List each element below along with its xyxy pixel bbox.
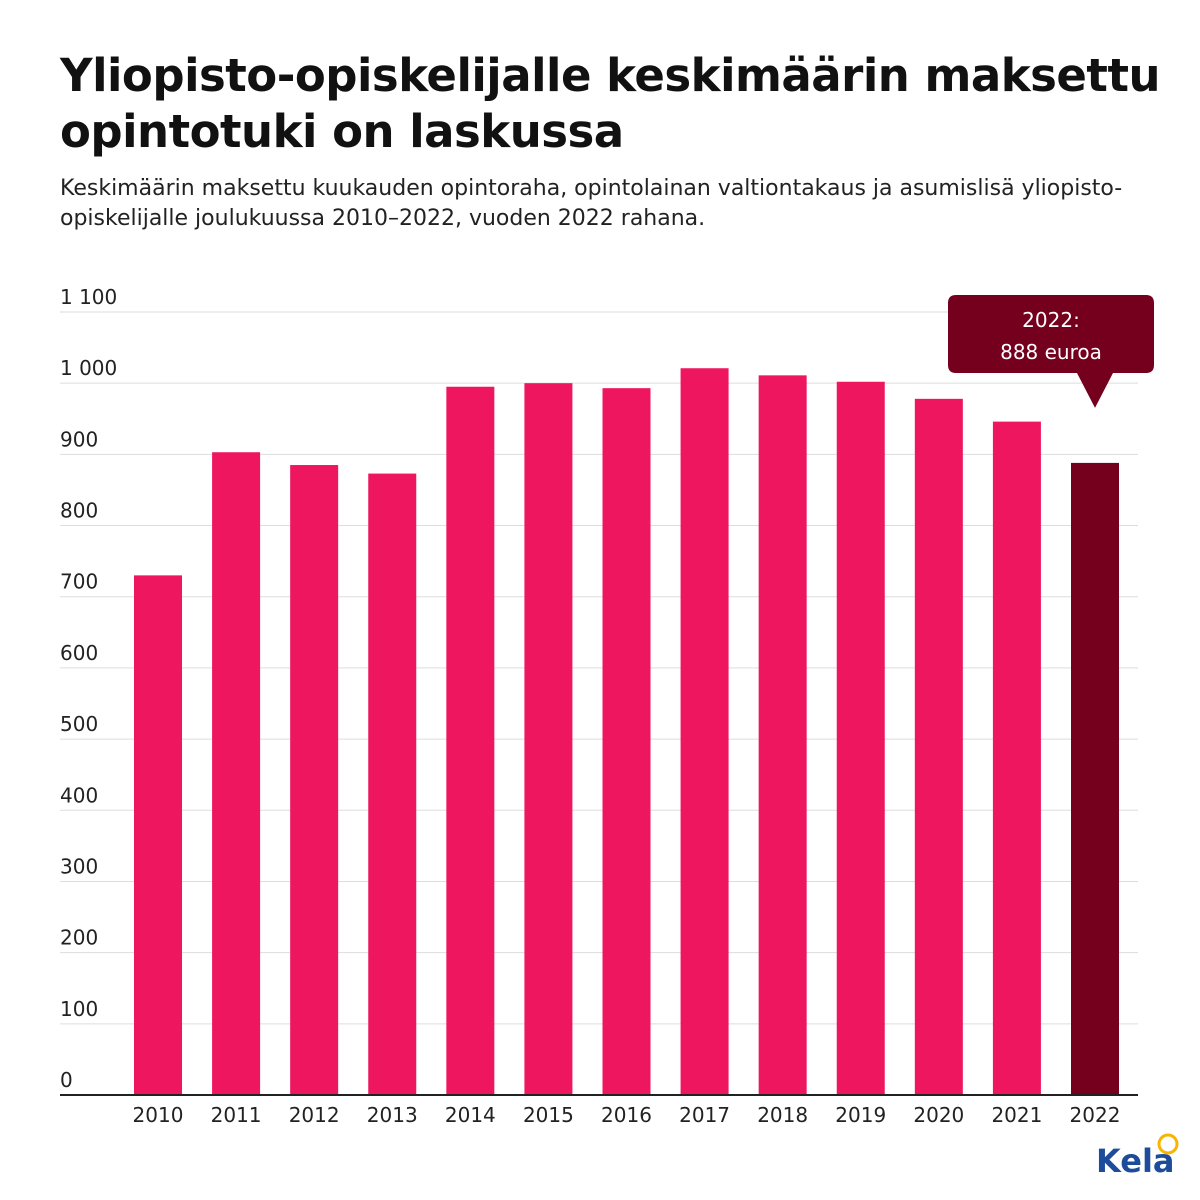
- bar-2018: [758, 375, 807, 1095]
- y-tick-label: 300: [60, 854, 98, 878]
- x-tick-label: 2015: [523, 1103, 574, 1127]
- bar-2011: [212, 452, 261, 1096]
- bar-2014: [446, 386, 495, 1095]
- x-tick-label: 2016: [601, 1103, 652, 1127]
- y-tick-label: 900: [60, 427, 98, 451]
- callout-label-value: 888 euroa: [1000, 340, 1102, 364]
- y-tick-label: 600: [60, 641, 98, 665]
- kela-logo: Kela: [1096, 1133, 1179, 1180]
- y-tick-label: 1 100: [60, 285, 117, 309]
- y-tick-label: 700: [60, 570, 98, 594]
- annotation-callout: 2022: 888 euroa: [948, 295, 1154, 408]
- x-tick-label: 2012: [289, 1103, 340, 1127]
- x-tick-label: 2011: [211, 1103, 262, 1127]
- x-tick-label: 2018: [757, 1103, 808, 1127]
- bar-2013: [368, 473, 417, 1095]
- x-tick-label: 2021: [991, 1103, 1042, 1127]
- bar-2010: [134, 575, 182, 1095]
- x-tick-label: 2020: [913, 1103, 964, 1127]
- y-tick-label: 1 000: [60, 356, 117, 380]
- y-tick-label: 100: [60, 997, 98, 1021]
- x-tick-label: 2022: [1070, 1103, 1121, 1127]
- bar-2016: [602, 388, 651, 1095]
- chart-title: Yliopisto-opiskelijalle keskimäärin maks…: [60, 49, 1161, 158]
- bar-2022: [1071, 462, 1119, 1095]
- y-tick-label: 200: [60, 926, 98, 950]
- y-tick-label: 0: [60, 1068, 73, 1092]
- x-tick-label: 2017: [679, 1103, 730, 1127]
- chart-subtitle: Keskimäärin maksettu kuukauden opintorah…: [60, 176, 1123, 231]
- callout-label-year: 2022:: [1022, 308, 1080, 332]
- bars: [134, 368, 1119, 1096]
- y-axis-ticks: 0 100 200 300 400 500 600 700 800 900 1 000 1 100: [60, 285, 117, 1092]
- x-tick-label: 2013: [367, 1103, 418, 1127]
- bar-2020: [914, 398, 963, 1096]
- x-tick-label: 2014: [445, 1103, 496, 1127]
- callout-box: [948, 295, 1154, 408]
- bar-2012: [290, 465, 339, 1096]
- x-tick-label: 2010: [133, 1103, 184, 1127]
- y-tick-label: 500: [60, 712, 98, 736]
- kela-logo-badge-icon: [1157, 1133, 1179, 1155]
- bar-2019: [836, 381, 885, 1095]
- y-tick-label: 400: [60, 783, 98, 807]
- x-axis-ticks: 2010 2011 2012 2013 2014 2015 2016 2017 2018 2019…: [133, 1103, 1121, 1127]
- y-tick-label: 800: [60, 499, 98, 523]
- bar-2015: [524, 383, 573, 1095]
- bar-2021: [992, 421, 1041, 1095]
- x-tick-label: 2019: [835, 1103, 886, 1127]
- bar-2017: [680, 368, 729, 1095]
- kela-logo-text: Kela: [1096, 1142, 1175, 1180]
